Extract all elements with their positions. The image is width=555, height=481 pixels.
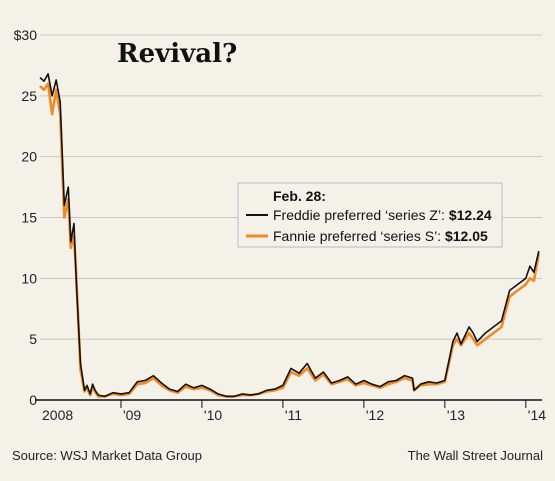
legend-value-fannie: $12.05 (445, 228, 488, 244)
y-tick-label: 10 (21, 270, 37, 286)
chart-title: Revival? (117, 39, 237, 69)
source-note: Source: WSJ Market Data Group (12, 448, 202, 463)
x-tick-label: '12 (366, 407, 384, 423)
y-tick-label: 0 (29, 392, 37, 408)
legend-entry-fannie: Fannie preferred ‘series S’: $12.05 (273, 228, 488, 244)
publisher-credit: The Wall Street Journal (408, 448, 543, 463)
series-lines (39, 73, 541, 398)
y-tick-label: $30 (14, 27, 38, 43)
x-tick-label: '13 (447, 407, 465, 423)
y-tick-label: 25 (21, 88, 37, 104)
legend-label-fannie: Fannie preferred ‘series S’: (273, 228, 445, 244)
x-tick-label: '14 (528, 407, 546, 423)
x-tick-label: '10 (204, 407, 222, 423)
x-tick-label: '09 (123, 407, 141, 423)
y-tick-label: 5 (29, 331, 37, 347)
x-tick-label: '11 (285, 407, 302, 423)
legend-entry-freddie: Freddie preferred ‘series Z’: $12.24 (273, 207, 492, 223)
legend: Feb. 28: Freddie preferred ‘series Z’: $… (237, 182, 503, 248)
legend-heading: Feb. 28: (273, 188, 326, 204)
legend-value-freddie: $12.24 (449, 207, 492, 223)
legend-label-freddie: Freddie preferred ‘series Z’: (273, 207, 449, 223)
x-axis: 2008 '09 '10 '11 '12 '13 '14 (35, 399, 546, 423)
y-axis-tick-labels: $30 25 20 15 10 5 0 (14, 27, 38, 408)
series-line-freddie (39, 73, 540, 398)
legend-box (237, 182, 503, 248)
y-tick-label: 20 (21, 149, 37, 165)
series-line-fannie (39, 82, 541, 398)
y-tick-label: 15 (21, 210, 37, 226)
gridlines (40, 34, 542, 340)
x-tick-label: 2008 (42, 407, 73, 423)
